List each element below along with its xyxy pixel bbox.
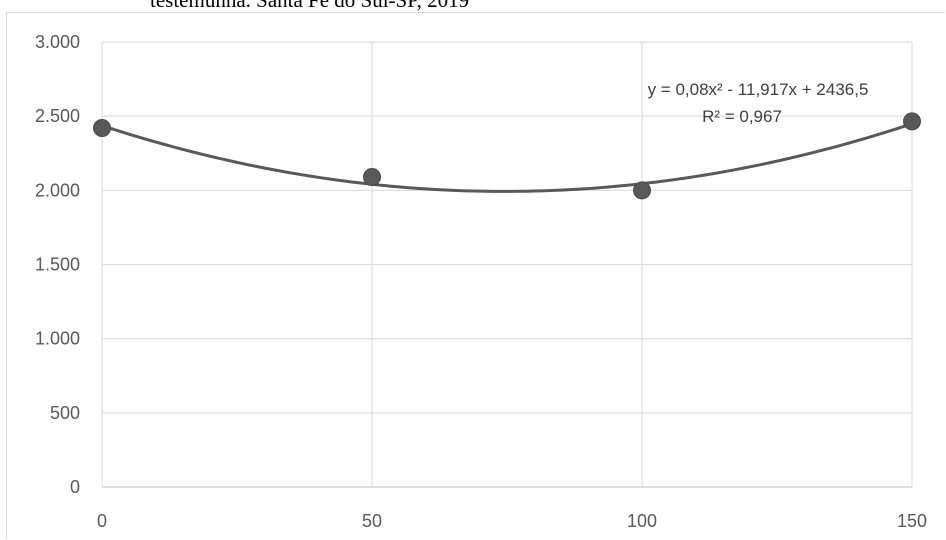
data-points <box>93 112 921 200</box>
y-tick-label: 1.500 <box>35 255 80 275</box>
chart-caption: testemunha. Santa Fé do Sul-SP, 2019 <box>150 0 470 12</box>
chart-frame <box>6 12 945 539</box>
y-tick-label: 500 <box>50 403 80 423</box>
x-tick-label: 50 <box>362 511 382 531</box>
y-tick-label: 2.000 <box>35 180 80 200</box>
data-point <box>633 181 651 200</box>
x-tick-label: 0 <box>97 511 107 531</box>
trendline-equation: y = 0,08x² - 11,917x + 2436,5 <box>648 80 869 99</box>
x-tick-label: 150 <box>897 511 927 531</box>
data-point <box>903 112 921 131</box>
data-point <box>93 119 111 138</box>
data-point <box>363 167 381 186</box>
y-tick-label: 1.000 <box>35 329 80 349</box>
y-tick-label: 2.500 <box>35 106 80 126</box>
y-tick-label: 0 <box>70 477 80 497</box>
y-tick-label: 3.000 <box>35 32 80 52</box>
trendline <box>101 122 913 193</box>
x-tick-labels: 0 50 100 150 <box>97 511 927 531</box>
y-gridlines <box>102 41 912 414</box>
y-tick-labels: 0 500 1.000 1.500 2.000 2.500 3.000 <box>35 32 80 497</box>
x-tick-label: 100 <box>627 511 657 531</box>
r-squared-label: R² = 0,967 <box>702 107 782 126</box>
